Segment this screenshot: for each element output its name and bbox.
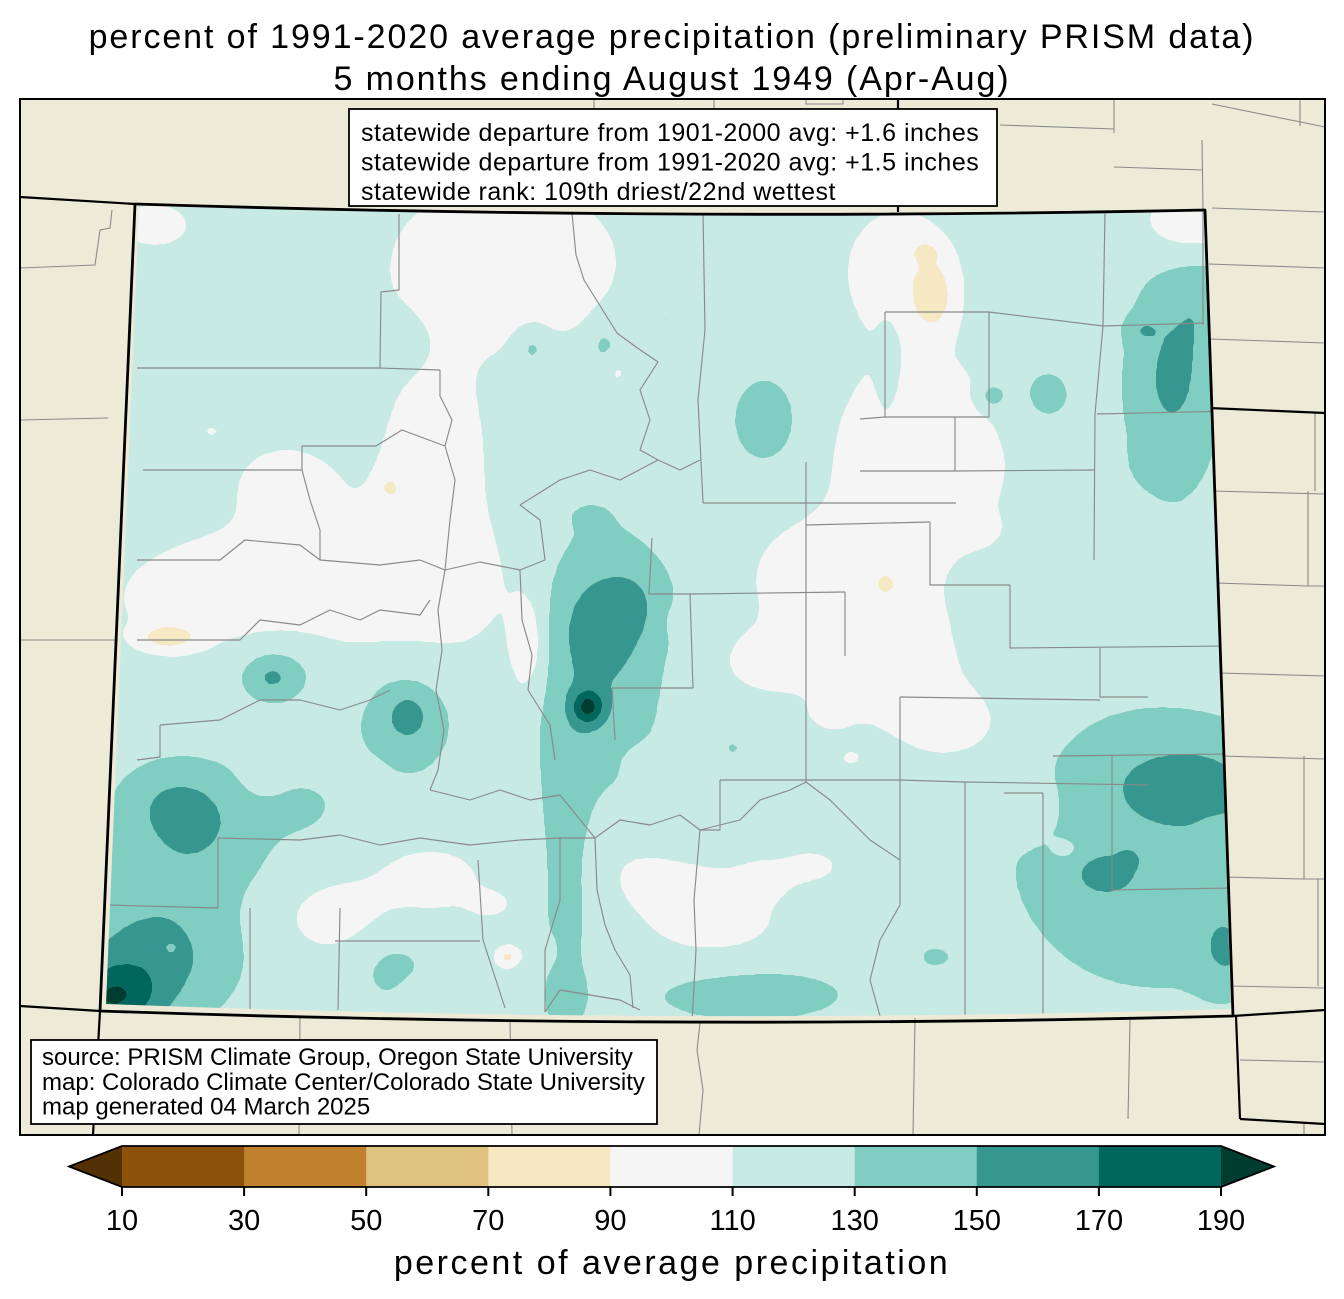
- svg-text:150: 150: [953, 1205, 1001, 1237]
- svg-text:190: 190: [1197, 1205, 1245, 1237]
- svg-text:source: PRISM Climate Group, O: source: PRISM Climate Group, Oregon Stat…: [42, 1044, 633, 1071]
- svg-text:130: 130: [831, 1205, 879, 1237]
- svg-text:5 months ending August 1949 (A: 5 months ending August 1949 (Apr-Aug): [333, 60, 1010, 98]
- svg-text:percent of average precipitati: percent of average precipitation: [394, 1244, 950, 1282]
- svg-text:map: Colorado Climate Center/C: map: Colorado Climate Center/Colorado St…: [42, 1069, 645, 1096]
- svg-text:30: 30: [228, 1205, 260, 1237]
- svg-text:statewide rank: 109th driest/2: statewide rank: 109th driest/22nd wettes…: [361, 178, 836, 206]
- svg-text:170: 170: [1075, 1205, 1123, 1237]
- svg-text:110: 110: [709, 1205, 755, 1237]
- svg-text:90: 90: [594, 1205, 626, 1237]
- svg-text:map generated 04 March 2025: map generated 04 March 2025: [42, 1094, 370, 1121]
- svg-text:70: 70: [472, 1205, 504, 1237]
- svg-text:statewide departure from 1991-: statewide departure from 1991-2020 avg: …: [361, 149, 979, 177]
- svg-text:statewide departure from 1901-: statewide departure from 1901-2000 avg: …: [361, 119, 979, 147]
- svg-text:10: 10: [106, 1205, 138, 1237]
- svg-text:percent of 1991-2020 average p: percent of 1991-2020 average precipitati…: [89, 18, 1256, 56]
- svg-text:50: 50: [350, 1205, 382, 1237]
